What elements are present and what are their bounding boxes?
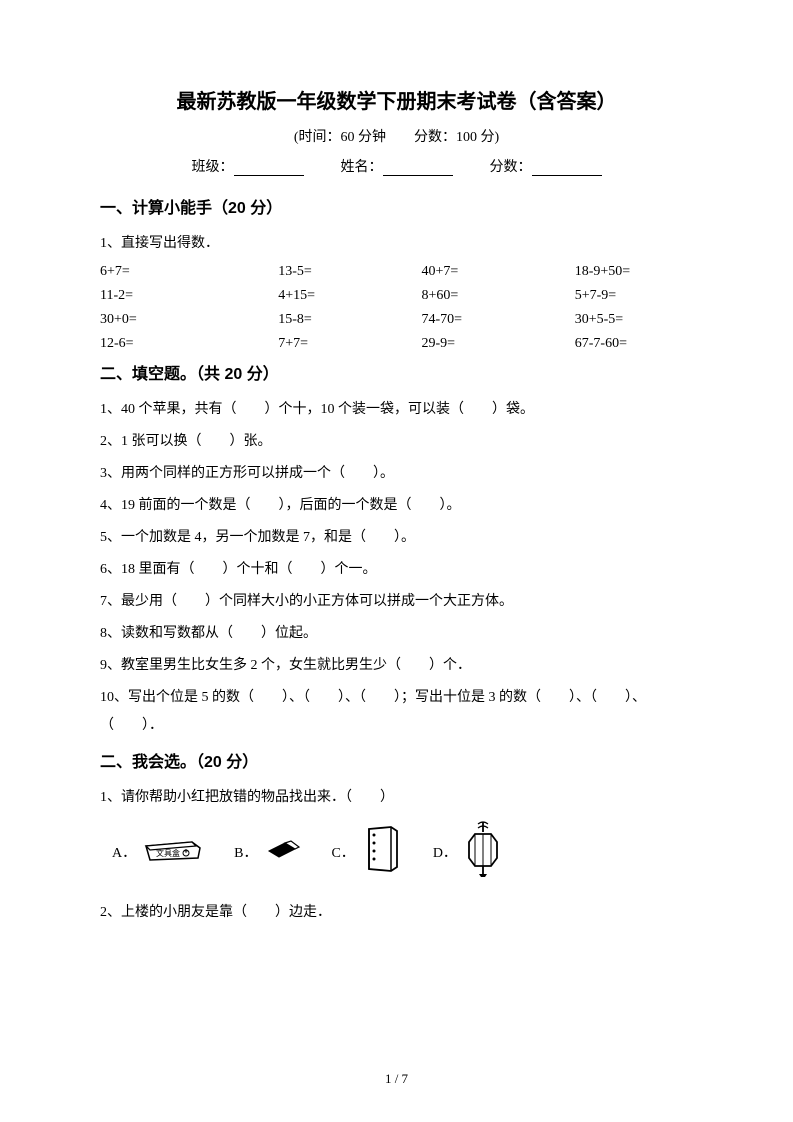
- choice-q2: 2、上楼的小朋友是靠（ ）边走．: [100, 899, 693, 927]
- options-row: A． 文具盒 B． C．: [112, 820, 693, 883]
- choice-q1: 1、请你帮助小红把放错的物品找出来．（ ）: [100, 784, 693, 812]
- exam-subtitle: (时间：60 分钟 分数：100 分): [100, 126, 693, 146]
- page-title: 最新苏教版一年级数学下册期末考试卷（含答案）: [100, 85, 693, 114]
- calc-cell: 8+60=: [397, 288, 545, 304]
- calc-cell: 67-7-60=: [545, 336, 693, 352]
- calc-cell: 7+7=: [248, 336, 396, 352]
- book-icon: [361, 823, 403, 880]
- option-a-label: A．: [112, 842, 136, 862]
- calc-grid: 6+7= 13-5= 40+7= 18-9+50= 11-2= 4+15= 8+…: [100, 264, 693, 352]
- fill-q5: 5、一个加数是 4，另一个加数是 7，和是（ ）。: [100, 524, 693, 552]
- option-d[interactable]: D．: [433, 820, 503, 883]
- calc-cell: 5+7-9=: [545, 288, 693, 304]
- calc-cell: 4+15=: [248, 288, 396, 304]
- class-blank[interactable]: [234, 160, 304, 176]
- option-c[interactable]: C．: [331, 823, 402, 880]
- fill-q8: 8、读数和写数都从（ ）位起。: [100, 620, 693, 648]
- calc-cell: 6+7=: [100, 264, 248, 280]
- section2-heading: 二、填空题。（共 20 分）: [100, 360, 693, 384]
- fill-q10: 10、写出个位是 5 的数（ ）、（ ）、（ ）；写出十位是 3 的数（ ）、（…: [100, 684, 693, 740]
- section1-q1: 1、直接写出得数．: [100, 230, 693, 258]
- fill-q2: 2、1 张可以换（ ）张。: [100, 428, 693, 456]
- fill-q9: 9、教室里男生比女生多 2 个，女生就比男生少（ ）个．: [100, 652, 693, 680]
- calc-cell: 11-2=: [100, 288, 248, 304]
- page-number: 1 / 7: [0, 1071, 793, 1087]
- option-c-label: C．: [331, 842, 354, 862]
- section1-heading: 一、计算小能手（20 分）: [100, 194, 693, 218]
- option-b[interactable]: B．: [234, 837, 301, 866]
- lantern-icon: [463, 820, 503, 883]
- option-b-label: B．: [234, 842, 257, 862]
- fill-q3: 3、用两个同样的正方形可以拼成一个（ ）。: [100, 460, 693, 488]
- calc-cell: 29-9=: [397, 336, 545, 352]
- class-label: 班级：: [192, 160, 234, 175]
- calc-cell: 12-6=: [100, 336, 248, 352]
- score-label: 分数：: [490, 160, 532, 175]
- option-a[interactable]: A． 文具盒: [112, 834, 204, 869]
- name-label: 姓名：: [341, 160, 383, 175]
- calc-cell: 13-5=: [248, 264, 396, 280]
- svg-text:文具盒: 文具盒: [156, 848, 180, 858]
- fill-q1: 1、40 个苹果，共有（ ）个十，10 个装一袋，可以装（ ）袋。: [100, 396, 693, 424]
- score-blank[interactable]: [532, 160, 602, 176]
- fill-q7: 7、最少用（ ）个同样大小的小正方体可以拼成一个大正方体。: [100, 588, 693, 616]
- calc-cell: 30+0=: [100, 312, 248, 328]
- student-info-line: 班级： 姓名： 分数：: [100, 156, 693, 176]
- fill-q4: 4、19 前面的一个数是（ ），后面的一个数是（ ）。: [100, 492, 693, 520]
- eraser-icon: [263, 837, 301, 866]
- section3-heading: 二、我会选。（20 分）: [100, 748, 693, 772]
- fill-q6: 6、18 里面有（ ）个十和（ ）个一。: [100, 556, 693, 584]
- calc-cell: 30+5-5=: [545, 312, 693, 328]
- option-d-label: D．: [433, 842, 457, 862]
- calc-cell: 15-8=: [248, 312, 396, 328]
- calc-cell: 18-9+50=: [545, 264, 693, 280]
- pencil-case-icon: 文具盒: [142, 834, 204, 869]
- calc-cell: 40+7=: [397, 264, 545, 280]
- calc-cell: 74-70=: [397, 312, 545, 328]
- name-blank[interactable]: [383, 160, 453, 176]
